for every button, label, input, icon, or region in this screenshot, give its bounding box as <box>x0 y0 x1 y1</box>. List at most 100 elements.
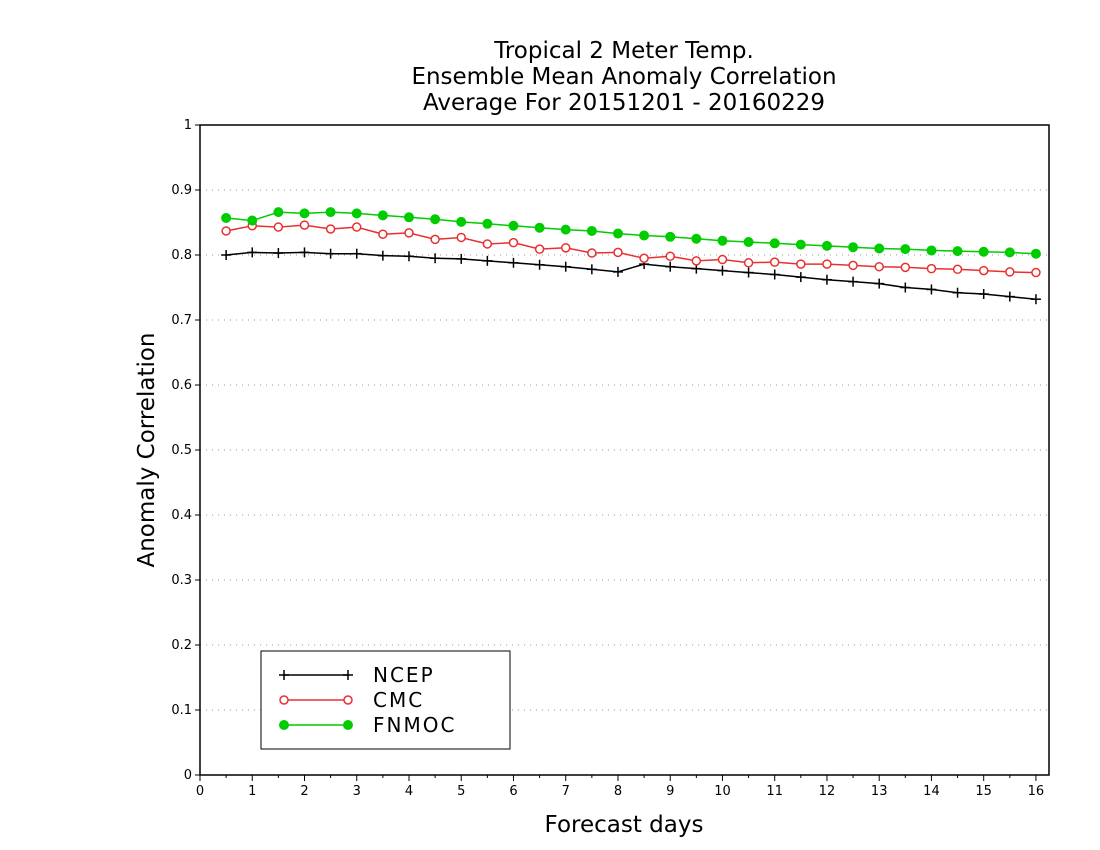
data-point <box>586 264 597 275</box>
data-point <box>221 250 232 260</box>
data-point <box>279 695 289 705</box>
data-series <box>221 207 1041 305</box>
data-point <box>900 244 911 255</box>
title-line-1: Tropical 2 Meter Temp. <box>493 38 754 64</box>
data-point <box>821 274 832 285</box>
chart-title: Tropical 2 Meter Temp. Ensemble Mean Ano… <box>411 38 836 116</box>
y-tick-label: 0.9 <box>171 183 192 198</box>
data-point <box>639 230 650 241</box>
title-line-2: Ensemble Mean Anomaly Correlation <box>411 64 836 90</box>
data-point <box>403 212 414 223</box>
x-tick-label: 3 <box>353 784 361 799</box>
data-point <box>848 276 859 287</box>
series-line <box>226 251 1036 300</box>
data-point <box>508 257 519 268</box>
data-point <box>482 255 493 266</box>
data-point <box>821 240 832 251</box>
data-point <box>612 266 623 277</box>
data-point <box>456 216 467 227</box>
data-point <box>560 261 571 272</box>
legend-label: CMC <box>373 688 424 712</box>
data-point <box>691 233 702 244</box>
data-point <box>299 247 310 258</box>
data-point <box>508 237 519 248</box>
y-tick-label: 0.3 <box>171 573 192 588</box>
data-point <box>325 248 336 259</box>
x-tick-label: 12 <box>819 784 836 799</box>
data-point <box>848 242 859 253</box>
data-point <box>404 228 414 238</box>
data-point <box>534 222 545 233</box>
y-tick-label: 1 <box>184 118 192 133</box>
data-point <box>926 284 937 295</box>
data-point <box>874 278 885 289</box>
data-point <box>587 248 597 258</box>
y-tick-label: 0.5 <box>171 443 192 458</box>
x-tick-label: 4 <box>405 784 413 799</box>
data-point <box>952 246 963 257</box>
x-tick-label: 6 <box>509 784 517 799</box>
data-point <box>743 267 754 278</box>
data-point <box>351 208 362 219</box>
data-point <box>796 259 806 269</box>
data-point <box>299 220 310 230</box>
y-tick-label: 0.1 <box>171 703 192 718</box>
data-point <box>978 246 989 257</box>
data-point <box>1004 247 1015 258</box>
data-point <box>978 265 989 276</box>
data-point <box>482 239 493 249</box>
x-tick-label: 7 <box>562 784 570 799</box>
y-axis-label: Anomaly Correlation <box>134 332 160 567</box>
data-point <box>612 228 623 239</box>
x-tick-label: 15 <box>975 784 992 799</box>
x-tick-label: 8 <box>614 784 622 799</box>
data-point <box>717 265 728 276</box>
data-point <box>508 220 519 231</box>
data-point <box>926 263 937 274</box>
data-point <box>1030 294 1041 305</box>
data-point <box>874 243 885 254</box>
data-point <box>952 287 963 298</box>
data-point <box>1030 248 1041 259</box>
data-point <box>613 247 623 258</box>
series-fnmoc <box>221 207 1041 259</box>
x-tick-label: 9 <box>666 784 674 799</box>
series-ncep <box>221 247 1041 305</box>
data-point <box>717 235 728 246</box>
data-point <box>351 248 362 259</box>
data-point <box>900 282 911 293</box>
y-tick-label: 0.6 <box>171 378 192 393</box>
x-tick-label: 0 <box>196 784 204 799</box>
y-tick-label: 0 <box>184 768 192 783</box>
x-tick-label: 10 <box>714 784 731 799</box>
data-point <box>221 212 232 223</box>
data-point <box>482 218 493 229</box>
x-tick-label: 11 <box>766 784 783 799</box>
y-tick-label: 0.4 <box>171 508 192 523</box>
data-point <box>247 215 258 226</box>
data-point <box>273 248 284 259</box>
data-point <box>586 225 597 236</box>
legend-entry-cmc: CMC <box>279 688 424 712</box>
data-point <box>430 253 441 264</box>
data-point <box>325 207 336 218</box>
axis-ticks: 00.10.20.30.40.50.60.70.80.910 1 2 3 4 5 6 7 8 9 1… <box>171 118 1044 799</box>
series-cmc <box>221 220 1041 278</box>
data-point <box>926 245 937 256</box>
x-axis-label: Forecast days <box>545 812 704 838</box>
data-point <box>952 264 963 275</box>
data-point <box>1005 267 1015 277</box>
title-line-3: Average For 20151201 - 20160229 <box>423 90 825 116</box>
data-point <box>795 239 806 250</box>
data-point <box>769 257 780 267</box>
data-point <box>456 232 466 243</box>
data-point <box>665 261 676 272</box>
x-tick-label: 16 <box>1028 784 1045 799</box>
legend-label: FNMOC <box>373 713 456 737</box>
data-point <box>743 237 754 247</box>
data-point <box>343 720 353 730</box>
data-point <box>822 259 832 269</box>
